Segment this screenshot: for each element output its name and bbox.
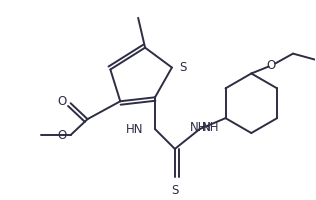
Text: NH: NH [190,121,207,134]
Text: HN: HN [125,123,143,136]
Text: NH: NH [202,121,219,134]
Text: O: O [58,95,67,108]
Text: O: O [58,129,67,142]
Text: S: S [171,184,179,197]
Text: O: O [267,59,276,72]
Text: H: H [202,121,210,134]
Text: S: S [179,61,186,74]
